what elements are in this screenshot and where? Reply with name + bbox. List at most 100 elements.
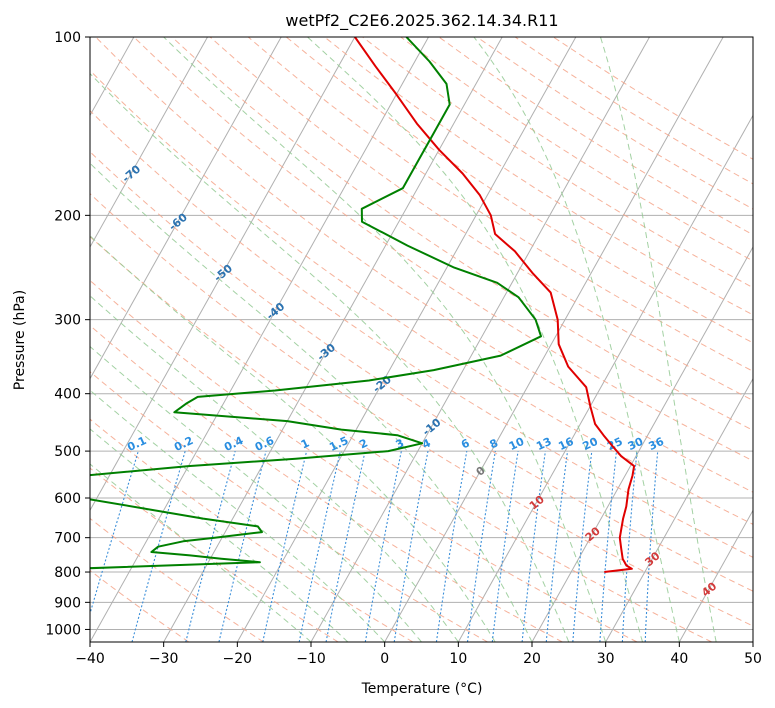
mixing-ratio-line: [393, 450, 429, 642]
y-tick-label: 1000: [45, 622, 81, 638]
y-tick-label: 100: [54, 30, 81, 46]
isotherm-line: [163, 37, 503, 642]
y-tick-label: 600: [54, 491, 81, 507]
x-tick-label: 0: [380, 651, 389, 667]
x-axis-label: Temperature (°C): [361, 681, 483, 697]
isotherm-line: [310, 37, 650, 642]
x-tick-label: 40: [670, 651, 688, 667]
dry-adiabat-line: [90, 235, 712, 642]
moist-adiabat-line: [90, 463, 312, 642]
temperature-line: [354, 37, 636, 573]
moist-adiabat-line: [90, 235, 496, 642]
line-labels: 0.10.20.40.611.52346810131620253036-100-…: [17, 83, 720, 599]
isotherm-line: [236, 37, 577, 642]
chart-title: wetPf2_C2E6.2025.362.14.34.R11: [285, 11, 558, 31]
y-tick-label: 400: [54, 387, 81, 403]
dry-adiabat-line: [400, 37, 753, 262]
y-tick-label: 200: [54, 208, 81, 224]
mixing-ratio-line: [621, 451, 638, 642]
mixing-ratio-label: 25: [605, 435, 624, 453]
dry-adiabat-line: [438, 37, 753, 236]
mixing-ratio-line: [131, 450, 186, 642]
isotherm-line: [678, 509, 753, 642]
x-tick-label: −20: [223, 651, 253, 667]
isotherm-line: [752, 640, 753, 642]
mixing-ratio-label: 16: [556, 435, 576, 453]
moist-adiabat-line: [600, 37, 717, 642]
moist-adiabat-line: [90, 389, 386, 642]
x-tick-label: 10: [449, 651, 467, 667]
dry-adiabat-label: -80: [69, 121, 93, 144]
isotherm-line: [605, 377, 753, 642]
dry-adiabat-line: [90, 467, 339, 642]
isotherm-line: [90, 37, 429, 642]
y-tick-label: 800: [54, 565, 81, 581]
moist-adiabat-label: 40: [699, 579, 719, 599]
dry-adiabat-label: -60: [166, 210, 190, 233]
dry-adiabat-line: [171, 37, 753, 431]
dry-adiabat-line: [209, 37, 753, 401]
mixing-ratio-line: [572, 451, 593, 642]
x-tick-label: −40: [75, 651, 105, 667]
mixing-ratio-line: [325, 450, 366, 642]
dry-adiabat-line: [90, 110, 753, 558]
dry-adiabat-line: [90, 193, 753, 627]
mixing-ratio-line: [90, 450, 139, 616]
isotherm-line: [90, 37, 208, 249]
x-axis-ticks: −40 −30 −20 −10 0 10 20 30 40 50: [75, 642, 762, 667]
mixing-ratio-label: 6: [459, 436, 472, 451]
dry-adiabat-label: -10: [420, 416, 444, 439]
dry-adiabat-line: [362, 37, 753, 289]
mixing-ratio-line: [644, 451, 659, 642]
y-tick-label: 700: [54, 531, 81, 547]
mixing-ratio-line: [262, 450, 308, 642]
mixing-ratio-line: [521, 451, 546, 642]
x-tick-label: −10: [296, 651, 326, 667]
dry-adiabat-label: -50: [211, 262, 235, 285]
moist-adiabat-line: [307, 37, 643, 642]
dry-adiabat-line: [553, 37, 753, 160]
dry-adiabat-line: [90, 279, 638, 642]
x-tick-label: 50: [744, 651, 762, 667]
mixing-ratio-label: 10: [507, 435, 527, 453]
mixing-ratio-line: [466, 451, 496, 642]
isotherm-line: [0, 37, 60, 642]
plot-area: [0, 37, 753, 642]
moist-adiabat-line: [90, 295, 459, 642]
dry-adiabat-line: [90, 324, 563, 642]
isotherm-line: [384, 37, 724, 642]
mixing-ratio-line: [545, 451, 569, 642]
y-tick-label: 300: [54, 313, 81, 329]
moist-adiabat-line: [163, 37, 607, 642]
mixing-ratio-line: [298, 450, 341, 642]
mixing-ratio-line: [491, 451, 519, 642]
dry-adiabat-line: [324, 37, 753, 316]
moist-adiabat-line: [90, 428, 349, 642]
moist-adiabat-label: 10: [527, 493, 547, 513]
isotherm-line: [90, 37, 282, 380]
dewpoint-line: [90, 37, 542, 570]
moist-adiabat-line: [90, 162, 533, 642]
moist-adiabat-line: [473, 37, 680, 642]
y-axis-ticks: 100 200 300 400 500 600 700 800 900 1000: [45, 30, 90, 638]
mixing-ratio-line: [599, 451, 618, 642]
isotherm-line: [457, 114, 753, 642]
dry-adiabat-label: -70: [120, 162, 144, 185]
moist-adiabat-label: 30: [642, 549, 662, 569]
isotherm-line: [531, 246, 753, 642]
y-tick-label: 500: [54, 444, 81, 460]
y-tick-label: 900: [54, 595, 81, 611]
x-tick-label: 30: [597, 651, 615, 667]
moist-adiabat-label: 20: [583, 524, 603, 544]
dry-adiabat-line: [90, 151, 753, 592]
dry-adiabat-line: [95, 37, 753, 493]
dry-adiabat-label: -90: [17, 83, 41, 106]
dry-adiabat-line: [285, 37, 753, 344]
isotherm-line: [90, 37, 356, 512]
moist-adiabat-line: [90, 345, 422, 642]
x-tick-label: 20: [523, 651, 541, 667]
dry-adiabat-line: [90, 371, 488, 642]
profile-lines: [90, 37, 636, 573]
moist-adiabat-line: [90, 72, 570, 642]
